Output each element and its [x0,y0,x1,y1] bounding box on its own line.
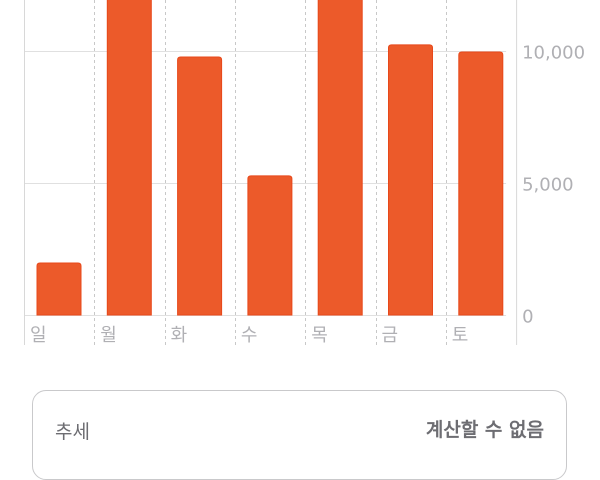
bar-6 [458,51,504,316]
x-tick-label: 목 [311,325,328,346]
x-tick-label: 화 [171,325,188,346]
x-tick-label: 일 [30,325,47,346]
bar-2 [177,56,223,316]
x-tick-label: 월 [100,325,117,346]
steps-bar-chart: 0 5,000 10,000 일 월 화 수 목 금 토 [24,0,585,346]
y-tick-label: 5,000 [522,175,574,196]
x-tick-label: 수 [241,325,258,346]
y-tick-label: 10,000 [522,43,585,64]
bar-4 [317,0,363,316]
bar-0 [36,262,82,316]
bar-3 [247,175,293,316]
bar-5 [388,44,433,316]
trend-label: 추세 [55,421,90,443]
bar-1 [106,0,152,316]
x-tick-label: 금 [382,325,399,346]
x-tick-label: 토 [452,325,469,346]
trend-card[interactable]: 추세 계산할 수 없음 [32,390,567,480]
trend-value: 계산할 수 없음 [425,419,544,441]
y-tick-label: 0 [522,307,533,328]
